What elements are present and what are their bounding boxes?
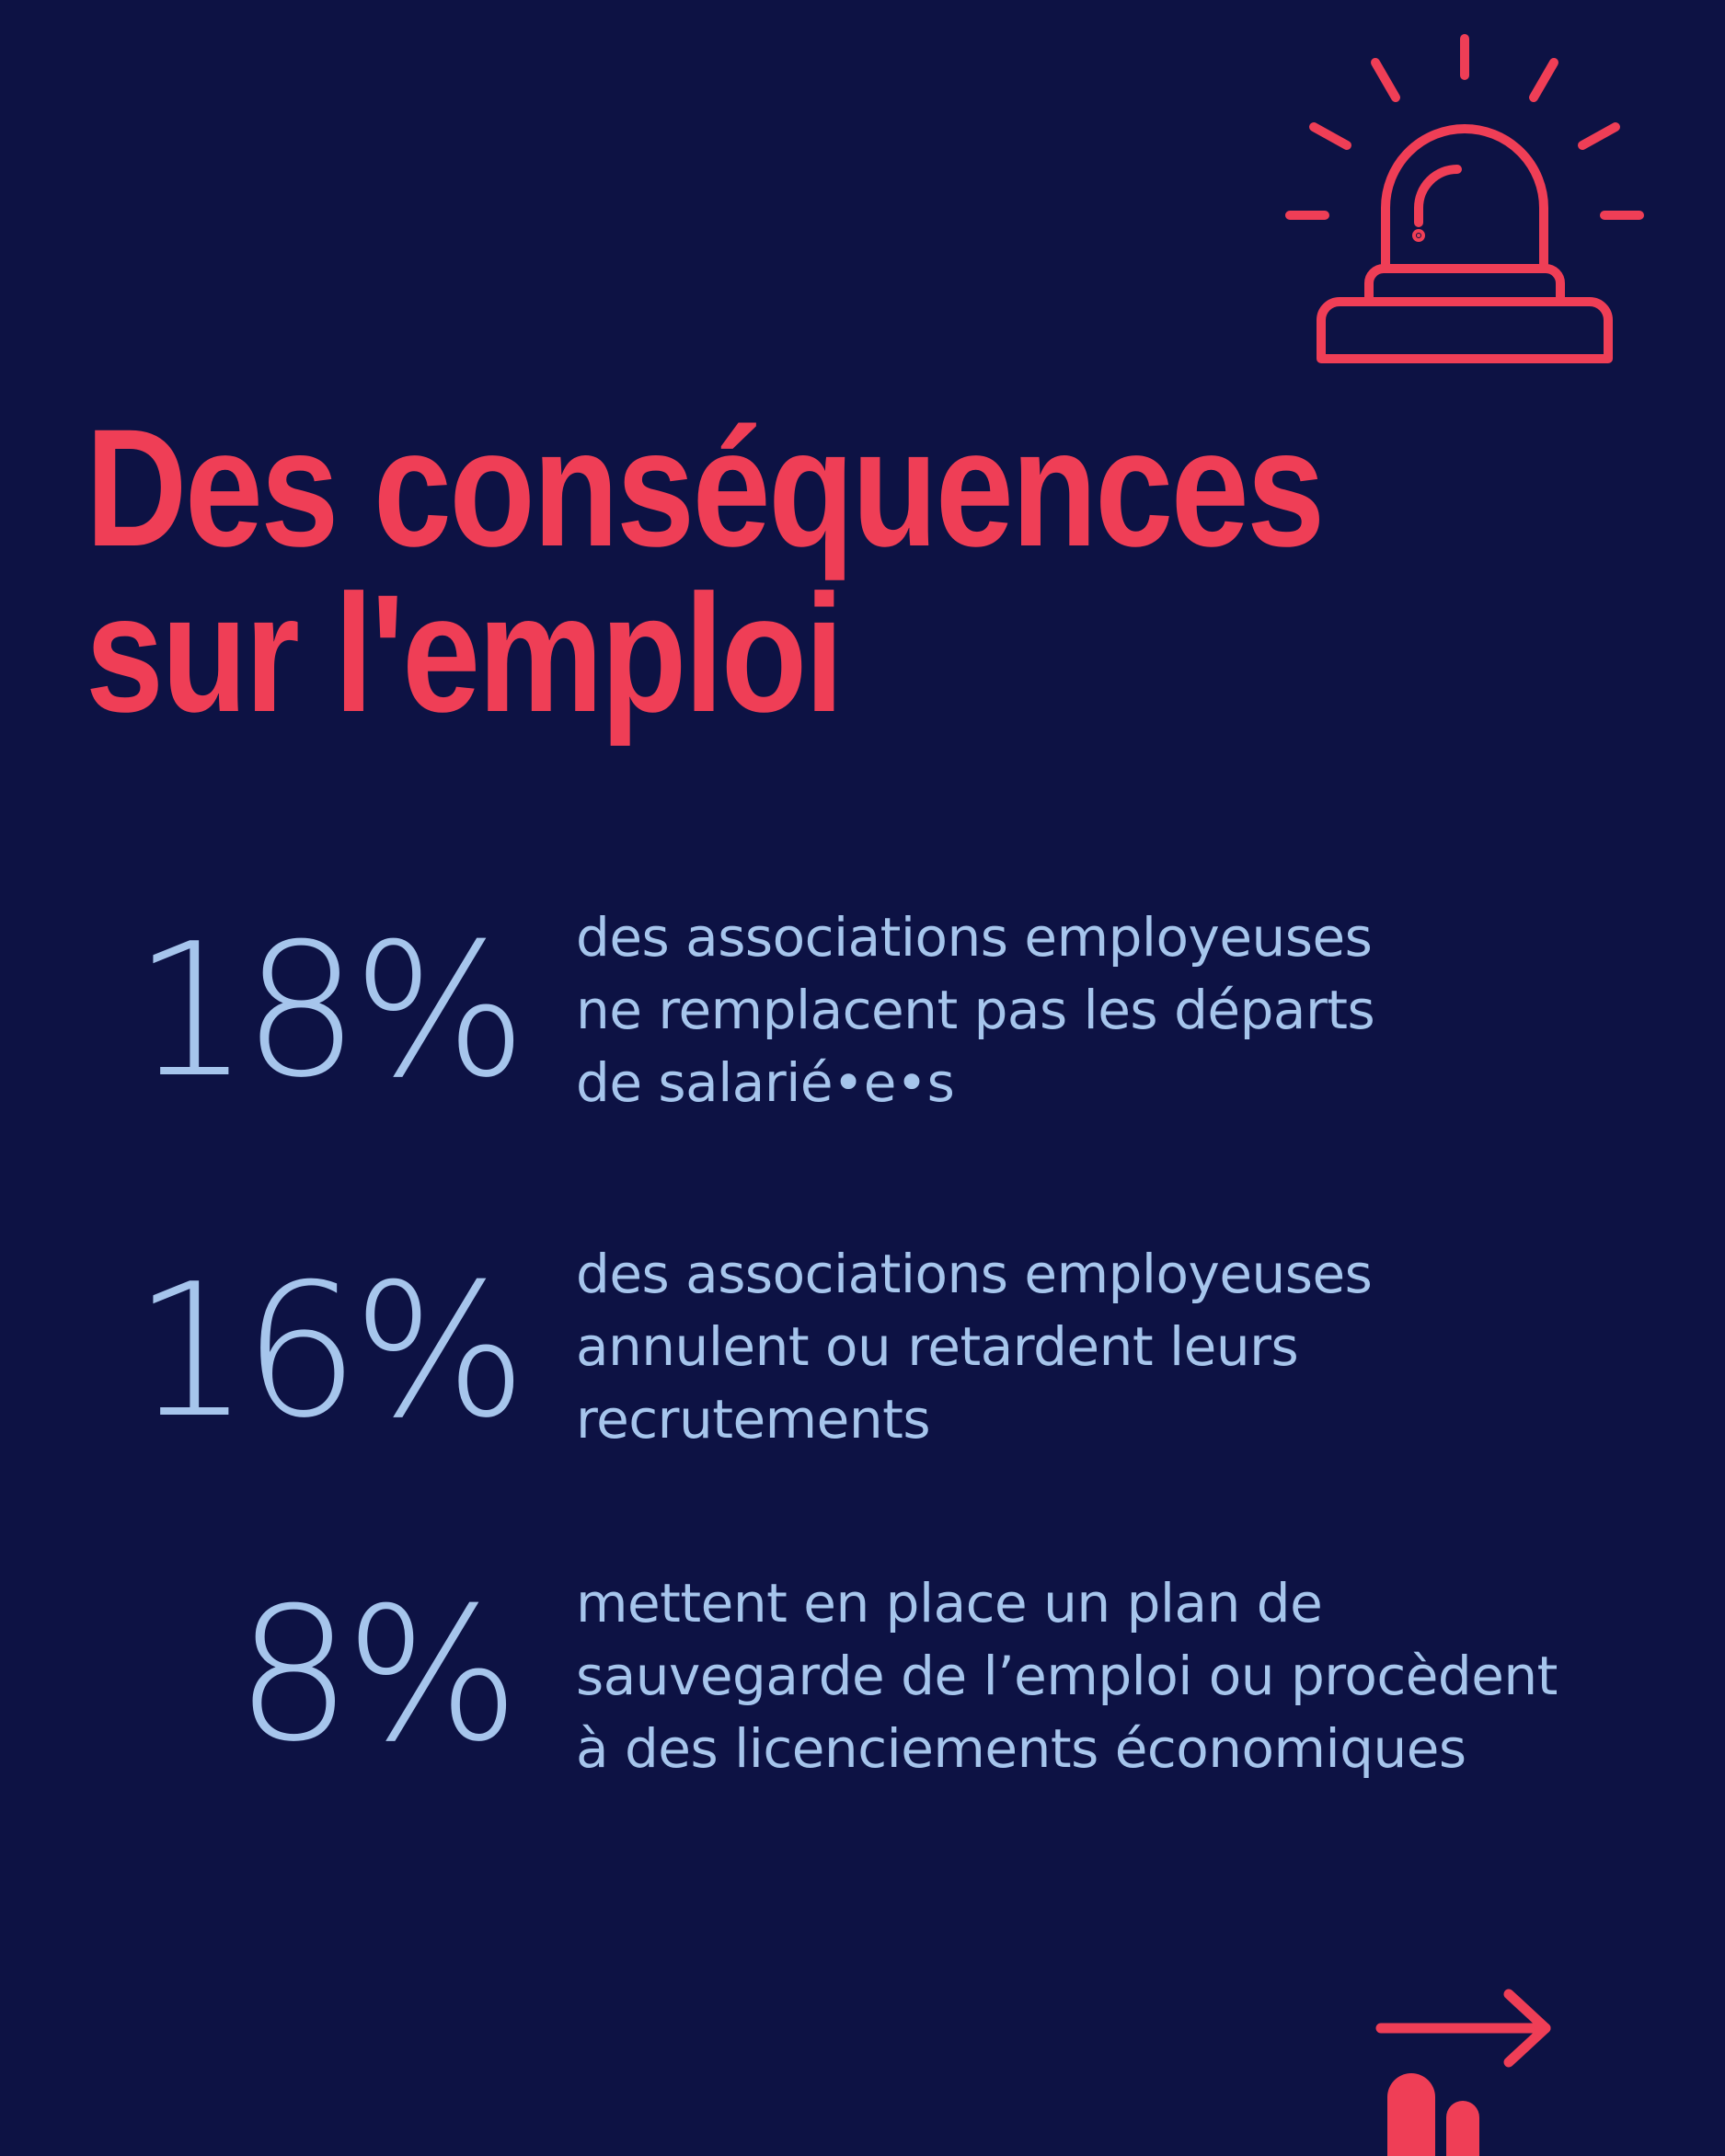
stat-description-line: des associations employeuses (576, 906, 1373, 969)
stat-description: des associations employeuses annulent ou… (576, 1238, 1680, 1456)
stat-description-line: mettent en place un plan de (576, 1572, 1323, 1634)
title-line-2: sur l'emploi (86, 559, 844, 747)
stat-description-line: de salarié•e•s (576, 1051, 955, 1114)
stat-value: 16% (132, 1244, 527, 1459)
stat-description: mettent en place un plan de sauvegarde d… (576, 1567, 1680, 1785)
arrow-right-icon[interactable] (1375, 1987, 1559, 2070)
bars-logo-icon (1387, 2073, 1479, 2156)
stat-description-line: ne remplacent pas les départs (576, 979, 1375, 1041)
stat-description-line: recrutements (576, 1388, 931, 1451)
stat-description-line: à des licenciements économiques (576, 1717, 1466, 1780)
page-title: Des conséquences sur l'emploi (86, 394, 1325, 747)
stat-description-line: sauvegarde de l’emploi ou procèdent (576, 1645, 1558, 1707)
stat-value: 18% (132, 904, 527, 1118)
stat-description-line: annulent ou retardent leurs (576, 1315, 1299, 1378)
stat-description: des associations employeuses ne remplace… (576, 901, 1680, 1119)
stat-description-line: des associations employeuses (576, 1243, 1373, 1305)
title-line-1: Des conséquences (86, 394, 1325, 581)
stat-value: 8% (235, 1568, 520, 1783)
alarm-siren-icon (1285, 34, 1644, 363)
